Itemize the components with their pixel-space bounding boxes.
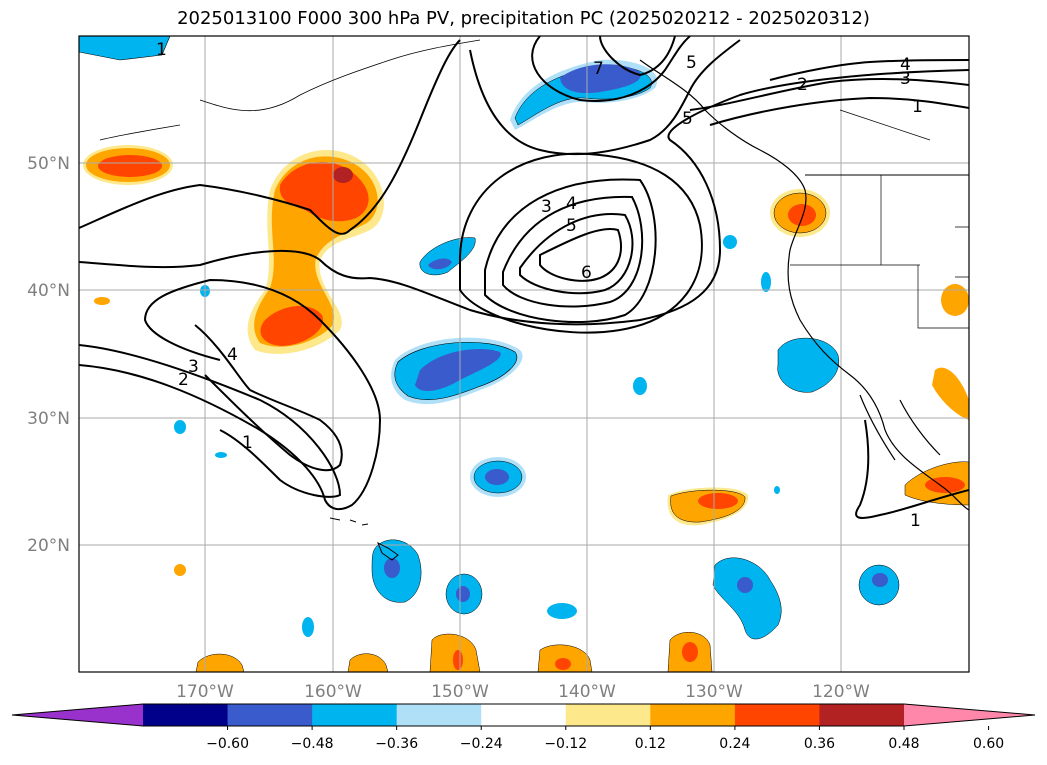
contour-label: 3	[900, 69, 911, 89]
contour-label: 4	[566, 194, 577, 214]
contour-label: 5	[566, 216, 577, 236]
colorbar-segment	[481, 704, 567, 726]
contour-labels: 1 2 3 4 5 6 7 3 4 5 5 4 3 2 1 1 1	[156, 40, 923, 531]
colorbar-tick-label: 0.36	[804, 736, 835, 752]
latitude-labels: 50°N 40°N 30°N 20°N	[27, 154, 70, 556]
contour-label: 6	[581, 263, 592, 283]
contour-label: 1	[156, 40, 167, 60]
colorbar-segment	[312, 704, 398, 726]
contour-label: 4	[900, 55, 911, 75]
colorbar-segment	[650, 704, 736, 726]
colorbar-tick-label: −0.48	[291, 736, 334, 752]
lat-label: 30°N	[27, 409, 70, 429]
contour-label: 5	[682, 109, 693, 129]
lon-label: 170°W	[176, 682, 234, 702]
colorbar-tick-label: −0.60	[206, 736, 249, 752]
contour-label: 2	[797, 75, 808, 95]
pv-contours	[79, 36, 969, 519]
colorbar-segment	[143, 704, 229, 726]
lat-label: 50°N	[27, 154, 70, 174]
colorbar-segment	[819, 704, 905, 726]
contour-label: 3	[541, 197, 552, 217]
lon-label: 120°W	[812, 682, 870, 702]
colorbar-tick-label: 0.12	[635, 736, 666, 752]
colorbar-tick-label: 0.24	[719, 736, 750, 752]
coastlines	[99, 39, 969, 561]
contour-label: 5	[686, 53, 697, 73]
contour-label: 2	[178, 370, 189, 390]
colorbar: −0.60 −0.48 −0.36 −0.24 −0.12 0.12 0.24 0.36 0.4…	[11, 703, 1036, 752]
contour-label: 4	[227, 345, 238, 365]
colorbar-extend-high	[904, 704, 1035, 726]
colorbar-tick-label: 0.48	[888, 736, 919, 752]
lon-label: 140°W	[558, 682, 616, 702]
contour-label: 3	[188, 357, 199, 377]
lon-label: 130°W	[685, 682, 743, 702]
lat-label: 20°N	[27, 536, 70, 556]
colorbar-tick-label: −0.36	[375, 736, 418, 752]
colorbar-tick-label: −0.24	[460, 736, 503, 752]
map-frame	[78, 35, 970, 673]
colorbar-outline	[11, 703, 1036, 727]
colorbar-tick-label: −0.12	[544, 736, 587, 752]
contour-label: 1	[910, 511, 921, 531]
colorbar-extend-low	[12, 704, 143, 726]
lon-label: 160°W	[304, 682, 362, 702]
contour-label: 1	[242, 433, 253, 453]
precipitation-shading	[79, 36, 969, 672]
gridlines	[79, 36, 969, 672]
colorbar-segment	[565, 704, 651, 726]
colorbar-tick-label: 0.60	[973, 736, 1004, 752]
colorbar-segment	[734, 704, 820, 726]
contour-label: 1	[912, 97, 923, 117]
lat-label: 40°N	[27, 281, 70, 301]
longitude-labels: 170°W 160°W 150°W 140°W 130°W 120°W	[176, 682, 870, 702]
chart-title: 2025013100 F000 300 hPa PV, precipitatio…	[177, 8, 870, 29]
lon-label: 150°W	[431, 682, 489, 702]
colorbar-segment	[227, 704, 313, 726]
colorbar-segment	[396, 704, 482, 726]
contour-label: 7	[593, 59, 604, 79]
